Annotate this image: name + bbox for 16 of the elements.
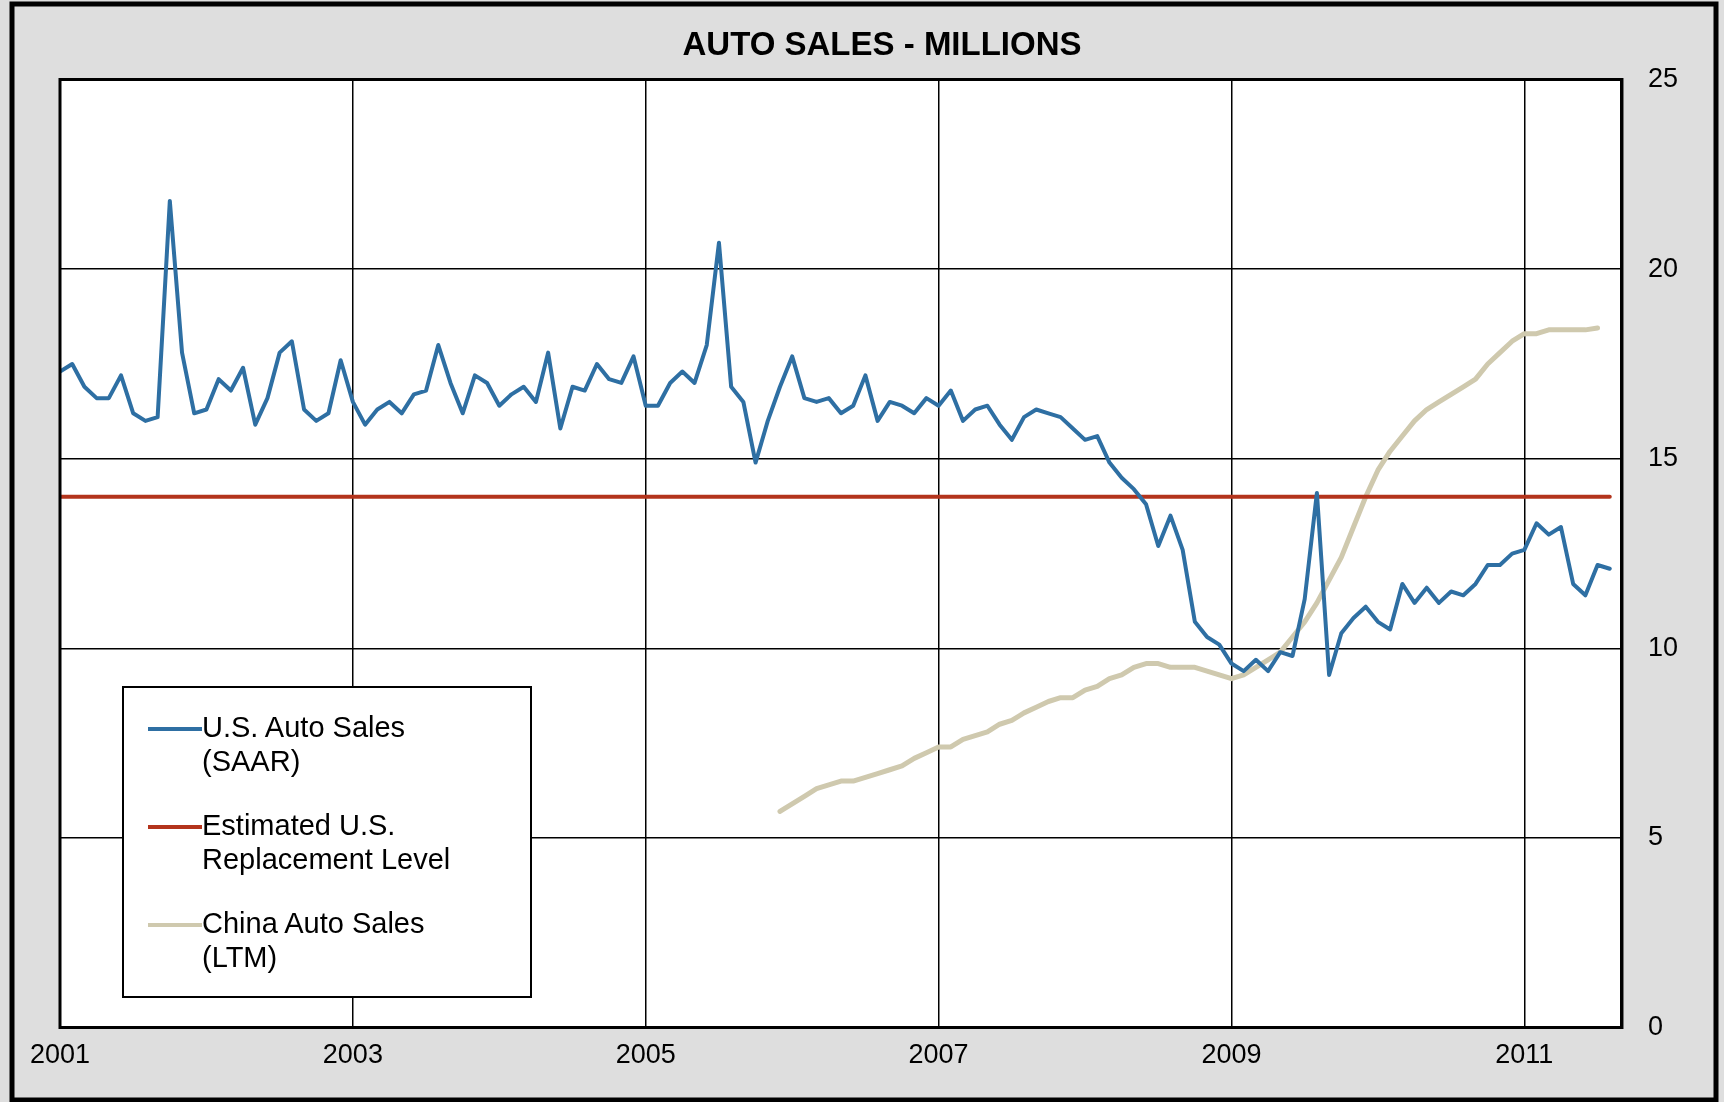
x-tick-label: 2007 — [908, 1039, 969, 1070]
legend-label: Estimated U.S. Replacement Level — [202, 807, 452, 876]
x-tick-label: 2005 — [615, 1039, 676, 1070]
y-tick-label: 15 — [1647, 442, 1679, 473]
chart-title: AUTO SALES - MILLIONS — [682, 24, 1082, 62]
x-tick-label: 2011 — [1495, 1039, 1554, 1070]
x-tick-label: 2001 — [29, 1039, 91, 1070]
y-tick-label: 0 — [1647, 1011, 1663, 1042]
y-tick-label: 5 — [1647, 821, 1663, 852]
y-tick-label: 10 — [1647, 631, 1679, 662]
legend-label: China Auto Sales (LTM) — [202, 905, 426, 974]
x-tick-label: 2009 — [1201, 1039, 1262, 1070]
legend-label: U.S. Auto Sales (SAAR) — [202, 709, 407, 778]
y-tick-label: 25 — [1647, 63, 1679, 94]
y-tick-label: 20 — [1647, 252, 1679, 283]
x-tick-label: 2003 — [322, 1039, 383, 1070]
